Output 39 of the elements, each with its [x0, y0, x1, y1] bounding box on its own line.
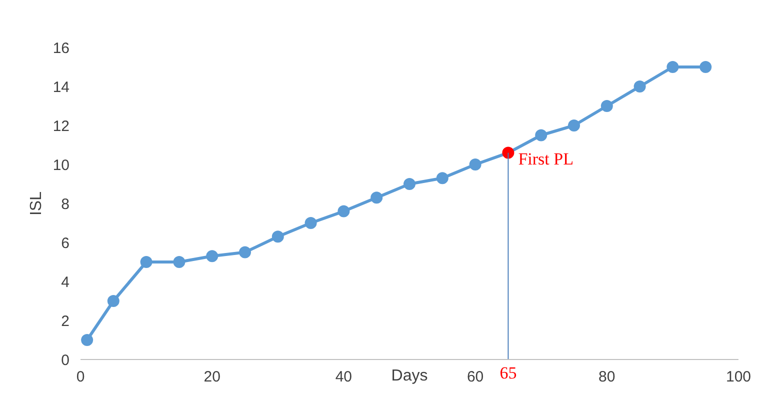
point	[173, 256, 186, 268]
y-tick-label: 4	[61, 274, 70, 291]
point	[370, 192, 383, 204]
x-tick-label: 40	[335, 368, 352, 386]
point	[436, 172, 448, 184]
point	[239, 246, 251, 258]
ref-line-label: 65	[500, 364, 517, 382]
x-tick-label: 20	[204, 368, 220, 386]
point	[469, 158, 482, 170]
point	[338, 205, 350, 218]
point	[404, 178, 416, 190]
x-axis-title: Days	[391, 368, 428, 384]
y-tick-label: 8	[61, 196, 70, 213]
annotation: First PL	[518, 149, 574, 168]
x-tick-label: 0	[76, 368, 85, 386]
point	[666, 61, 679, 73]
y-tick-label: 10	[52, 157, 70, 174]
x-tick-label: 100	[726, 368, 752, 386]
point	[634, 80, 646, 92]
y-tick-label: 2	[61, 313, 70, 330]
point	[272, 230, 284, 243]
y-tick-label: 0	[61, 352, 70, 369]
point	[502, 146, 514, 159]
point	[535, 129, 548, 142]
y-axis-title: ISL	[28, 191, 45, 216]
point	[600, 100, 613, 112]
y-tick-label: 12	[52, 118, 70, 135]
point	[304, 217, 317, 229]
point	[206, 250, 218, 262]
point	[107, 295, 120, 307]
y-tick-label: 14	[52, 79, 70, 96]
y-tick-label: 6	[61, 235, 70, 252]
y-tick-label: 16	[52, 40, 70, 57]
x-tick-label: 60	[466, 368, 484, 386]
point	[700, 61, 712, 73]
point	[81, 334, 94, 346]
x-tick-label: 80	[598, 368, 616, 386]
point	[568, 120, 580, 132]
point	[140, 256, 152, 268]
